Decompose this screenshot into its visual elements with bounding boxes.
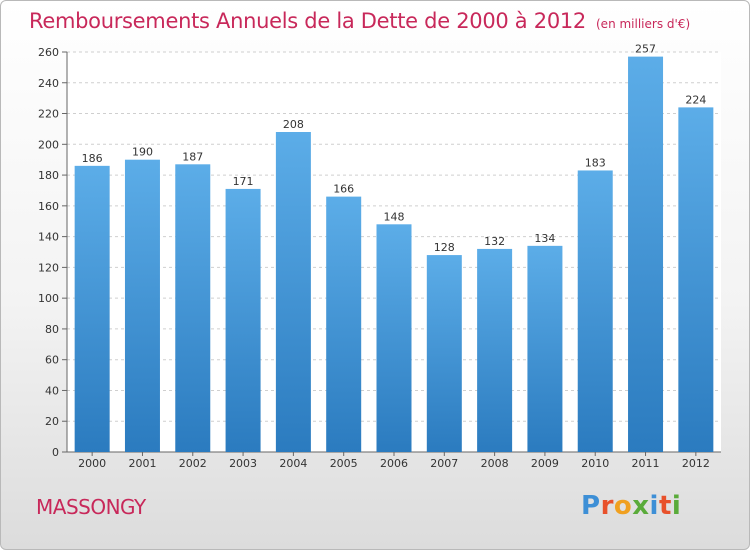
data-label: 224	[685, 93, 706, 106]
proxiti-logo: Proxiti	[581, 491, 682, 521]
y-tick-label: 200	[38, 138, 59, 151]
bar	[124, 159, 160, 452]
x-tick-label: 2011	[632, 457, 660, 470]
x-tick-label: 2009	[531, 457, 559, 470]
x-tick-label: 2008	[481, 457, 509, 470]
bar	[426, 255, 462, 452]
chart-title-text: Remboursements Annuels de la Dette de 20…	[29, 9, 586, 33]
y-tick-label: 80	[45, 323, 59, 336]
y-tick-label: 220	[38, 108, 59, 121]
data-label: 190	[132, 146, 153, 159]
y-tick-label: 240	[38, 77, 59, 90]
bar	[477, 248, 513, 452]
chart-title: Remboursements Annuels de la Dette de 20…	[29, 9, 690, 33]
data-label: 132	[484, 235, 505, 248]
data-label: 186	[82, 152, 103, 165]
y-tick-label: 40	[45, 384, 59, 397]
x-tick-label: 2007	[430, 457, 458, 470]
data-label: 187	[182, 150, 203, 163]
bar	[376, 224, 412, 452]
place-name: MASSONGY	[36, 495, 146, 519]
chart-subtitle: (en milliers d'€)	[596, 17, 691, 31]
data-label: 257	[635, 43, 656, 56]
bar	[175, 164, 211, 453]
data-label: 166	[333, 183, 354, 196]
y-tick-label: 0	[52, 446, 59, 459]
y-tick-label: 260	[38, 46, 59, 59]
data-label: 128	[434, 241, 455, 254]
bar	[275, 132, 311, 452]
bar	[577, 170, 613, 452]
y-tick-label: 180	[38, 169, 59, 182]
bar	[326, 196, 362, 452]
x-tick-label: 2000	[78, 457, 106, 470]
data-label: 183	[585, 156, 606, 169]
x-tick-label: 2010	[581, 457, 609, 470]
bar	[225, 188, 261, 452]
x-tick-label: 2001	[128, 457, 156, 470]
y-tick-label: 20	[45, 415, 59, 428]
x-tick-label: 2003	[229, 457, 257, 470]
data-label: 148	[384, 210, 405, 223]
y-tick-label: 60	[45, 354, 59, 367]
y-tick-label: 120	[38, 261, 59, 274]
data-label: 134	[534, 232, 555, 245]
x-tick-label: 2004	[279, 457, 307, 470]
bar	[74, 165, 110, 452]
x-tick-label: 2005	[330, 457, 358, 470]
y-tick-label: 100	[38, 292, 59, 305]
x-tick-label: 2006	[380, 457, 408, 470]
x-tick-label: 2002	[179, 457, 207, 470]
data-label: 208	[283, 118, 304, 131]
data-label: 171	[233, 175, 254, 188]
bar	[527, 245, 563, 452]
y-tick-label: 140	[38, 231, 59, 244]
bar	[628, 56, 664, 452]
bar	[678, 107, 714, 452]
x-tick-label: 2012	[682, 457, 710, 470]
y-tick-label: 160	[38, 200, 59, 213]
